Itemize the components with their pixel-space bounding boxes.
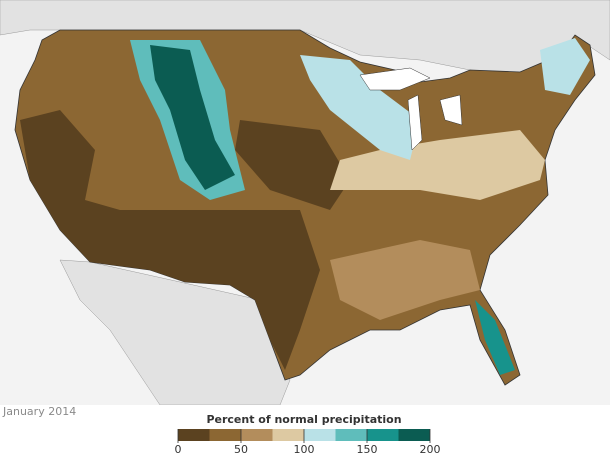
region-very-wet — [150, 45, 235, 190]
legend-swatch — [178, 429, 210, 441]
legend-tick-label: 100 — [294, 443, 315, 456]
legend-tick-label: 50 — [234, 443, 248, 456]
region-near — [330, 130, 545, 200]
legend-swatch — [209, 429, 241, 441]
region-moderate — [330, 240, 480, 320]
lake-huron — [439, 94, 463, 126]
lake-michigan — [407, 94, 423, 151]
legend-swatch — [398, 429, 430, 441]
legend-swatch — [367, 429, 399, 441]
legend-tick-label: 200 — [420, 443, 441, 456]
region-wet — [475, 300, 515, 375]
region-wet — [540, 38, 590, 95]
legend-swatch — [335, 429, 367, 441]
legend-swatch — [241, 429, 273, 441]
legend-swatch — [304, 429, 336, 441]
legend-tick-label: 150 — [357, 443, 378, 456]
region-dry — [20, 110, 320, 370]
legend: 0 50 100 150 200 — [175, 429, 441, 456]
caption: January 2014 — [2, 405, 76, 418]
legend-title: Percent of normal precipitation — [206, 413, 401, 426]
legend-swatch — [272, 429, 304, 441]
region-wet — [300, 55, 420, 160]
lake-superior — [359, 67, 431, 91]
region-dry — [235, 120, 350, 210]
mexico — [59, 259, 291, 406]
legend-tick-label: 0 — [175, 443, 182, 456]
